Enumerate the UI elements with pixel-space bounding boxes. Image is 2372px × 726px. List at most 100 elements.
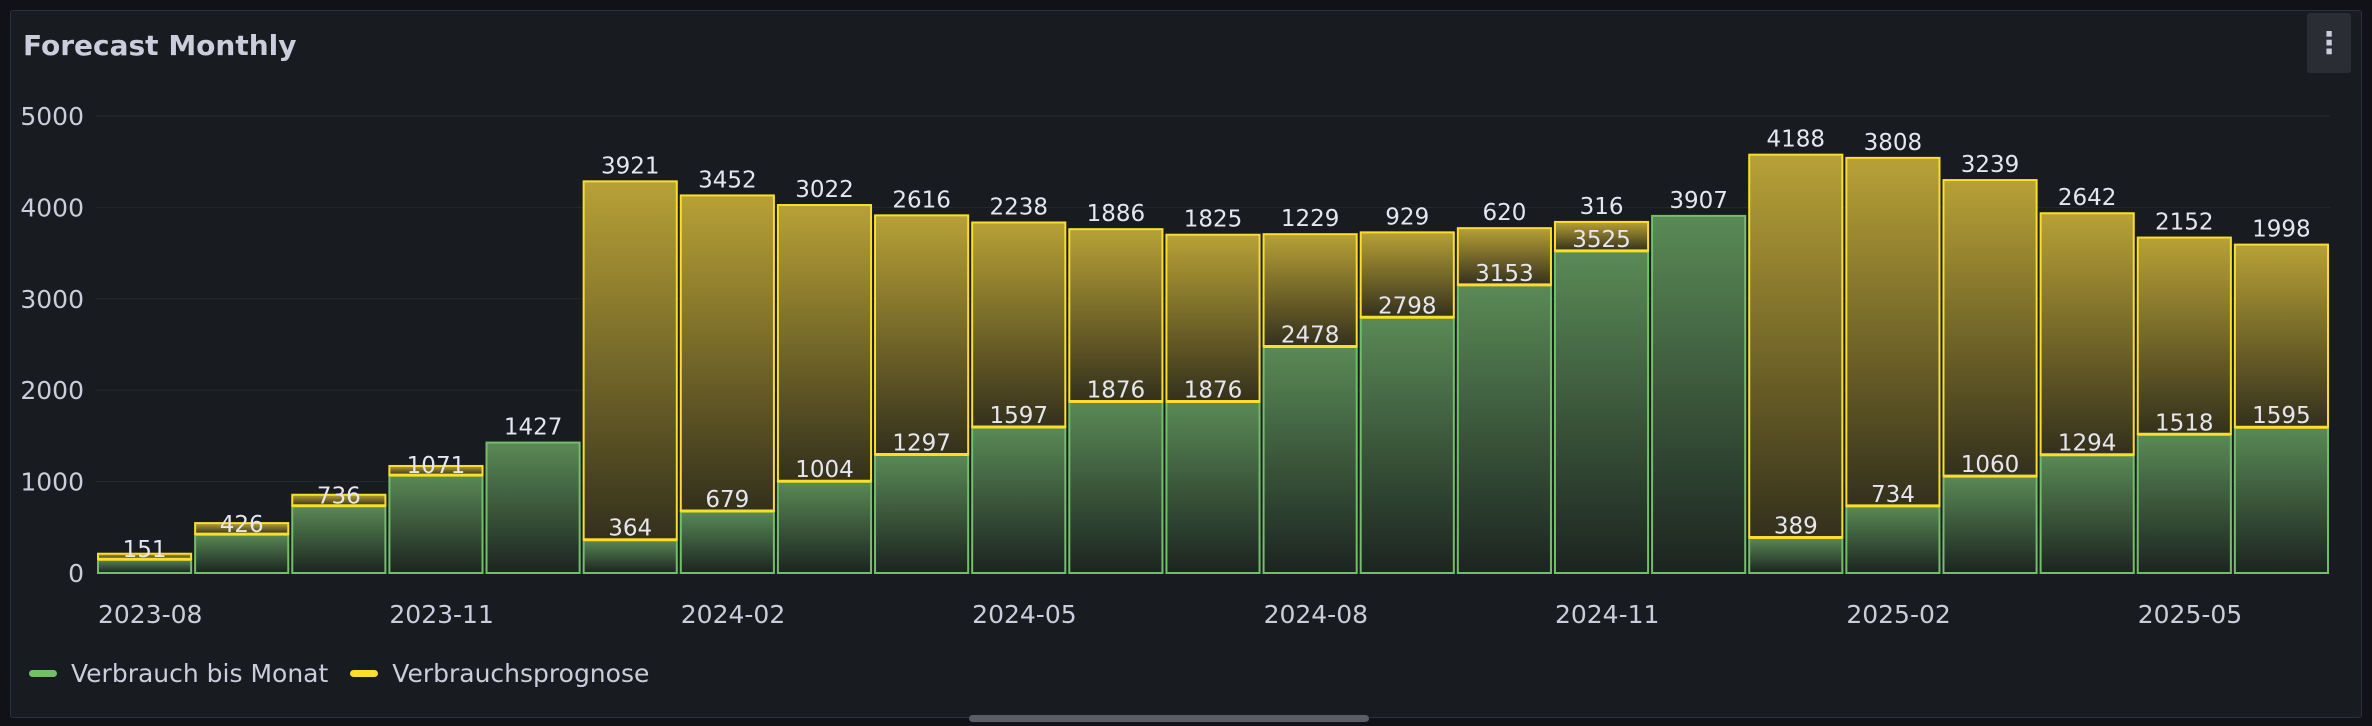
data-label-verbrauch: 1427 <box>504 415 563 441</box>
data-label-prognose: 3808 <box>1864 130 1923 156</box>
bar-prognose[interactable] <box>971 221 1067 429</box>
x-tick-label: 2025-02 <box>1846 600 1950 629</box>
data-label-prognose: 1998 <box>2252 217 2311 243</box>
x-tick-label: 2024-02 <box>681 600 785 629</box>
data-label-verbrauch: 1876 <box>1184 378 1243 404</box>
data-label-verbrauch: 679 <box>705 487 749 513</box>
data-label-prognose: 1229 <box>1281 206 1340 232</box>
bar-prognose[interactable] <box>1262 233 1358 348</box>
x-tick-label: 2024-11 <box>1555 600 1659 629</box>
data-label-verbrauch: 3525 <box>1572 227 1631 253</box>
bar-verbrauch[interactable] <box>1942 475 2038 574</box>
y-tick-label: 3000 <box>20 285 84 314</box>
bar-verbrauch[interactable] <box>1262 345 1358 574</box>
bar-prognose[interactable] <box>1165 233 1261 403</box>
bar-prognose[interactable] <box>2233 243 2330 429</box>
bar-prognose[interactable] <box>1748 153 1844 539</box>
data-label-verbrauch: 1004 <box>795 457 854 483</box>
bar-verbrauch[interactable] <box>291 504 387 575</box>
panel-title: Forecast Monthly <box>23 29 297 62</box>
bar-prognose[interactable] <box>776 204 873 483</box>
bar-verbrauch[interactable] <box>2233 426 2330 575</box>
panel-menu-button[interactable]: ⋮ <box>2307 13 2351 73</box>
bar-verbrauch[interactable] <box>1748 536 1844 574</box>
data-label-prognose: 4188 <box>1767 127 1826 153</box>
bar-verbrauch[interactable] <box>776 480 873 575</box>
bar-verbrauch[interactable] <box>1165 400 1261 574</box>
data-label-verbrauch: 364 <box>608 516 652 542</box>
bar-verbrauch[interactable] <box>194 533 290 574</box>
bar-prognose[interactable] <box>679 194 775 512</box>
data-label-verbrauch: 1294 <box>2058 431 2117 457</box>
bar-prognose[interactable] <box>1456 227 1552 286</box>
legend-swatch-green <box>29 670 57 677</box>
bar-prognose[interactable] <box>874 214 970 456</box>
data-label-prognose: 3921 <box>601 153 660 179</box>
data-label-verbrauch: 734 <box>1871 482 1915 508</box>
y-tick-label: 4000 <box>20 193 84 222</box>
data-label-verbrauch: 1518 <box>2155 410 2214 436</box>
legend-item-prognose[interactable]: Verbrauchsprognose <box>350 659 649 688</box>
bar-verbrauch[interactable] <box>2136 433 2232 574</box>
data-label-verbrauch: 3153 <box>1475 261 1534 287</box>
bar-verbrauch[interactable] <box>2039 453 2135 574</box>
data-label-verbrauch: 1876 <box>1087 378 1146 404</box>
bar-verbrauch[interactable] <box>1456 283 1552 574</box>
bar-prognose[interactable] <box>2136 236 2232 436</box>
y-tick-label: 0 <box>68 559 84 588</box>
bar-verbrauch[interactable] <box>1359 316 1455 574</box>
y-tick-label: 2000 <box>20 376 84 405</box>
x-tick-label: 2024-05 <box>972 600 1076 629</box>
data-label-prognose: 3022 <box>795 177 854 203</box>
data-label-prognose: 316 <box>1580 194 1624 220</box>
bar-verbrauch[interactable] <box>874 453 970 574</box>
data-label-prognose: 426 <box>220 512 264 538</box>
x-tick-label: 2025-05 <box>2138 600 2242 629</box>
data-label-verbrauch: 2798 <box>1378 293 1437 319</box>
data-label-prognose: 2616 <box>892 187 951 213</box>
data-label-verbrauch: 1597 <box>989 403 1048 429</box>
x-tick-label: 2023-11 <box>389 600 493 629</box>
bar-prognose[interactable] <box>582 180 678 541</box>
bar-verbrauch[interactable] <box>1651 214 1747 574</box>
data-label-verbrauch: 2478 <box>1281 323 1340 349</box>
data-label-prognose: 1071 <box>407 453 466 479</box>
data-label-prognose: 620 <box>1482 200 1526 226</box>
bar-prognose[interactable] <box>1942 179 2038 478</box>
data-label-prognose: 1886 <box>1087 201 1146 227</box>
data-label-prognose: 929 <box>1385 204 1429 230</box>
bar-prognose[interactable] <box>1553 220 1650 252</box>
bar-verbrauch[interactable] <box>1553 249 1650 574</box>
x-tick-label: 2024-08 <box>1264 600 1368 629</box>
bar-verbrauch[interactable] <box>582 538 678 575</box>
bar-verbrauch[interactable] <box>388 474 484 574</box>
bar-prognose[interactable] <box>2039 212 2135 456</box>
bar-verbrauch[interactable] <box>971 426 1067 575</box>
x-tick-label: 2023-08 <box>98 600 202 629</box>
legend-item-verbrauch[interactable]: Verbrauch bis Monat <box>29 659 328 688</box>
bar-verbrauch[interactable] <box>679 509 775 574</box>
data-label-prognose: 151 <box>123 537 167 563</box>
bar-prognose[interactable] <box>1068 228 1164 403</box>
data-label-prognose: 3239 <box>1961 152 2020 178</box>
data-label-verbrauch: 1060 <box>1961 452 2020 478</box>
horizontal-scrollbar[interactable] <box>969 715 1369 722</box>
bar-verbrauch[interactable] <box>485 441 581 574</box>
data-label-prognose: 2642 <box>2058 185 2117 211</box>
data-label-prognose: 2152 <box>2155 210 2214 236</box>
bar-verbrauch[interactable] <box>1068 400 1164 574</box>
bar-verbrauch[interactable] <box>1845 504 1941 575</box>
data-label-prognose: 2238 <box>989 194 1048 220</box>
y-tick-label: 1000 <box>20 468 84 497</box>
legend-label: Verbrauchsprognose <box>392 659 650 688</box>
bar-prognose[interactable] <box>1845 156 1941 507</box>
data-label-verbrauch: 389 <box>1774 513 1818 539</box>
data-label-verbrauch: 3907 <box>1669 188 1728 214</box>
legend-label: Verbrauch bis Monat <box>71 659 329 688</box>
data-label-prognose: 736 <box>317 484 361 510</box>
data-label-prognose: 1825 <box>1184 207 1243 233</box>
data-label-verbrauch: 1595 <box>2252 403 2311 429</box>
kebab-menu-icon: ⋮ <box>2314 25 2344 61</box>
bar-prognose[interactable] <box>1359 231 1455 319</box>
